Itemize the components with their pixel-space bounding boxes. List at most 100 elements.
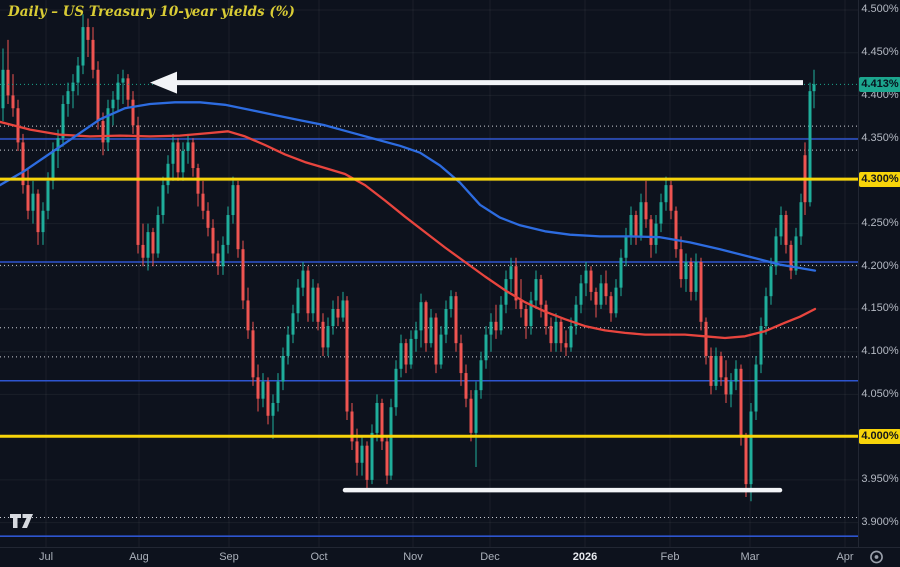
axis-settings-icon[interactable] bbox=[868, 549, 885, 565]
candle bbox=[699, 262, 703, 322]
candle bbox=[769, 266, 773, 297]
candle bbox=[341, 300, 345, 318]
price-axis[interactable]: 4.500% 4.450% 4.400% 4.350% 4.300% 4.250% 4.20… bbox=[858, 0, 900, 547]
candle bbox=[161, 185, 165, 216]
candle bbox=[664, 185, 668, 203]
candle bbox=[355, 441, 359, 463]
candle bbox=[514, 266, 518, 301]
price-tick: 3.900% bbox=[861, 516, 899, 529]
candle bbox=[579, 283, 583, 305]
time-tick: Mar bbox=[740, 551, 760, 563]
candle bbox=[121, 78, 125, 83]
time-tick: 2026 bbox=[572, 551, 598, 563]
candle bbox=[419, 302, 423, 331]
candle bbox=[709, 355, 713, 386]
candle bbox=[311, 287, 315, 314]
time-tick: Jul bbox=[38, 551, 54, 563]
price-tick: 4.050% bbox=[861, 387, 899, 400]
candle bbox=[256, 377, 260, 399]
candle bbox=[276, 381, 280, 403]
candle bbox=[31, 193, 35, 211]
candle bbox=[764, 296, 768, 327]
candle bbox=[704, 321, 708, 356]
candle bbox=[226, 215, 230, 245]
candle bbox=[574, 304, 578, 327]
ma-slow-red-line[interactable] bbox=[0, 120, 817, 340]
candle bbox=[679, 249, 683, 280]
candle bbox=[589, 270, 593, 292]
time-tick: Dec bbox=[480, 551, 500, 563]
candle bbox=[21, 142, 25, 186]
candle bbox=[271, 402, 275, 416]
candle bbox=[136, 125, 140, 245]
candle bbox=[131, 99, 135, 126]
candle bbox=[459, 343, 463, 374]
candle bbox=[624, 236, 628, 258]
candle bbox=[789, 244, 793, 271]
candle bbox=[266, 381, 270, 416]
chart-title: Daily – US Treasury 10-year yields (%) bbox=[8, 4, 295, 20]
candle bbox=[564, 343, 568, 348]
candle bbox=[11, 95, 15, 109]
candle bbox=[86, 27, 90, 40]
candle bbox=[326, 326, 330, 348]
candle bbox=[594, 291, 598, 305]
candle bbox=[409, 338, 413, 365]
candle bbox=[734, 368, 738, 382]
candle bbox=[604, 283, 608, 297]
price-tick: 3.950% bbox=[861, 473, 899, 486]
candle bbox=[424, 302, 428, 344]
candle bbox=[654, 223, 658, 245]
tradingview-logo[interactable] bbox=[8, 508, 36, 534]
candle bbox=[6, 69, 10, 96]
candle bbox=[236, 185, 240, 250]
candle bbox=[16, 108, 20, 143]
candle bbox=[794, 236, 798, 271]
candle bbox=[126, 78, 130, 100]
candle bbox=[56, 138, 60, 151]
level-price-label[interactable]: 4.300% bbox=[859, 171, 900, 187]
candle bbox=[808, 91, 812, 203]
price-tick: 4.250% bbox=[861, 217, 899, 230]
candle bbox=[729, 381, 733, 395]
candle bbox=[759, 326, 763, 365]
candle bbox=[389, 407, 393, 476]
candle bbox=[196, 168, 200, 194]
candle bbox=[166, 163, 170, 186]
candle bbox=[146, 232, 150, 258]
price-tick: 4.400% bbox=[861, 88, 899, 101]
candle bbox=[774, 236, 778, 267]
candle bbox=[539, 279, 543, 305]
candle bbox=[629, 215, 633, 237]
candle bbox=[479, 360, 483, 391]
candle bbox=[449, 296, 453, 309]
candle bbox=[429, 317, 433, 344]
candle bbox=[684, 262, 688, 280]
candle bbox=[221, 244, 225, 267]
time-tick: Sep bbox=[219, 551, 239, 563]
candle bbox=[784, 215, 788, 245]
candle bbox=[779, 215, 783, 237]
candle bbox=[251, 330, 255, 378]
candle bbox=[51, 150, 55, 181]
trend-arrow-head[interactable] bbox=[150, 71, 177, 94]
ma-fast-blue-line[interactable] bbox=[0, 101, 817, 272]
candle bbox=[201, 193, 205, 211]
candle bbox=[474, 390, 478, 433]
price-chart[interactable] bbox=[0, 0, 858, 547]
candle bbox=[812, 84, 816, 92]
candle bbox=[614, 287, 618, 314]
candle bbox=[375, 402, 379, 433]
candle bbox=[36, 193, 40, 233]
time-axis[interactable]: Jul Aug Sep Oct Nov Dec 2026 Feb Mar Apr bbox=[0, 547, 900, 567]
level-price-label[interactable]: 4.000% bbox=[859, 428, 900, 444]
candle bbox=[454, 296, 458, 344]
candle bbox=[799, 202, 803, 237]
last-price-label[interactable]: 4.413% bbox=[859, 76, 900, 92]
candle bbox=[61, 103, 65, 139]
candle bbox=[301, 270, 305, 288]
candle bbox=[469, 398, 473, 433]
price-tick: 4.350% bbox=[861, 131, 899, 144]
candle bbox=[261, 381, 265, 399]
